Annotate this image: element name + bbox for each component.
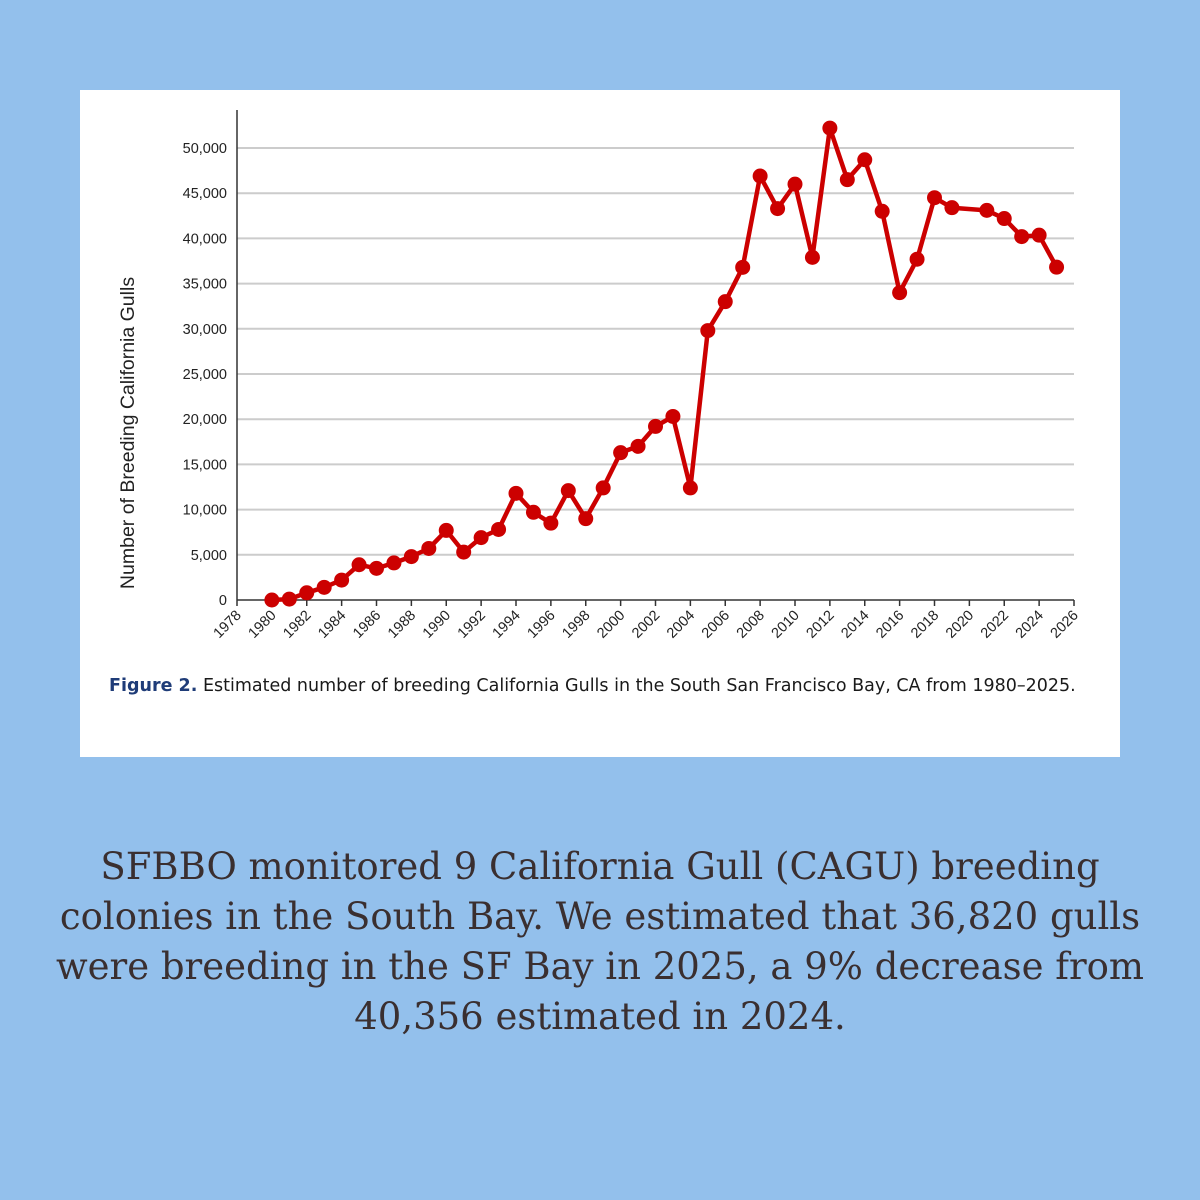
x-tick-label: 2022 (978, 608, 1012, 642)
chart: 0 5,000 10,000 15,000 20,000 25,000 30,000 35,0… (117, 110, 1082, 642)
x-tick-label: 2014 (838, 608, 872, 642)
y-axis-label: Number of Breeding California Gulls (117, 277, 139, 589)
x-tick-label: 2016 (873, 608, 907, 642)
y-tick-label: 5,000 (191, 548, 227, 564)
data-point (578, 511, 594, 527)
data-points (264, 120, 1065, 608)
data-point (525, 504, 541, 520)
y-tick-label: 50,000 (183, 141, 227, 157)
x-tick-label: 1992 (455, 608, 489, 642)
data-point (630, 438, 646, 454)
data-point (1031, 227, 1047, 243)
data-point (456, 544, 472, 560)
y-tick-label: 25,000 (183, 367, 227, 383)
summary-text: SFBBO monitored 9 California Gull (CAGU)… (55, 845, 1145, 1038)
x-tick-label: 2006 (699, 608, 733, 642)
data-point (543, 515, 559, 531)
x-tick-label: 1998 (559, 608, 593, 642)
data-point (648, 418, 663, 434)
x-tick-label: 2000 (594, 608, 628, 642)
data-point (996, 211, 1012, 227)
data-point (595, 480, 611, 496)
x-tick-label: 1984 (315, 608, 349, 642)
data-point (927, 190, 942, 206)
figure-card: 0 5,000 10,000 15,000 20,000 25,000 30,000 35,0… (80, 90, 1120, 757)
data-point (1014, 229, 1030, 245)
figure-caption-text: Estimated number of breeding California … (202, 676, 1076, 696)
data-point (909, 251, 925, 267)
y-tick-label: 45,000 (183, 186, 227, 202)
data-point (839, 172, 855, 188)
y-tick-label: 20,000 (183, 412, 227, 428)
figure-caption-label: Figure 2. (109, 676, 198, 696)
data-point (316, 579, 332, 595)
x-tick-label: 2004 (664, 608, 698, 642)
data-point (770, 201, 786, 217)
y-tick-label: 40,000 (183, 231, 227, 247)
data-point (264, 592, 280, 608)
x-tick-label: 2018 (908, 608, 942, 642)
data-point (281, 591, 297, 607)
data-point (473, 530, 489, 546)
data-point (735, 259, 751, 275)
x-tick-label: 1996 (525, 608, 559, 642)
x-tick-label: 2008 (734, 608, 768, 642)
data-point (822, 120, 838, 136)
x-tick-label: 2020 (943, 608, 977, 642)
data-point (438, 522, 454, 538)
y-tick-label: 30,000 (183, 322, 227, 338)
data-point (944, 200, 960, 216)
x-tick-label: 1978 (211, 608, 245, 642)
data-point (752, 168, 768, 184)
x-tick-label: 2010 (769, 608, 803, 642)
x-tick-label: 1980 (246, 608, 280, 642)
y-tick-label: 35,000 (183, 277, 227, 293)
data-point (334, 572, 350, 588)
data-point (717, 294, 733, 310)
data-point (299, 585, 315, 601)
x-tick-label: 1988 (385, 608, 419, 642)
y-tick-label: 15,000 (183, 457, 227, 473)
data-point (508, 485, 524, 501)
x-axis: 1978 1980 1982 1984 1986 1988 1990 1992 1994 1996… (211, 110, 1082, 642)
x-tick-label: 2026 (1048, 608, 1082, 642)
y-tick-label: 0 (219, 593, 227, 609)
data-point (787, 176, 803, 192)
x-tick-label: 2024 (1013, 608, 1047, 642)
x-tick-label: 2012 (804, 608, 838, 642)
y-tick-label: 10,000 (183, 503, 227, 519)
data-point (665, 408, 681, 424)
data-point (386, 555, 402, 571)
data-point (369, 560, 384, 576)
data-point (560, 483, 576, 499)
x-tick-label: 1986 (350, 608, 384, 642)
x-tick-label: 1990 (420, 608, 454, 642)
y-tick-labels: 0 5,000 10,000 15,000 20,000 25,000 30,000 35,0… (183, 141, 227, 609)
data-point (613, 445, 629, 461)
data-point (403, 549, 419, 565)
data-point (979, 202, 995, 218)
data-point (857, 152, 873, 168)
data-point (892, 285, 908, 301)
data-point (351, 557, 367, 573)
data-point (874, 203, 890, 219)
data-point (804, 249, 820, 265)
data-point (1049, 259, 1065, 275)
x-tick-label: 2002 (629, 608, 663, 642)
grid-lines (237, 147, 1074, 556)
data-point (421, 540, 437, 556)
x-tick-label: 1982 (280, 608, 314, 642)
figure-caption: Figure 2. Estimated number of breeding C… (109, 672, 1099, 700)
data-point (682, 480, 698, 496)
data-point (700, 323, 716, 339)
data-point (491, 521, 507, 537)
x-tick-label: 1994 (490, 608, 524, 642)
